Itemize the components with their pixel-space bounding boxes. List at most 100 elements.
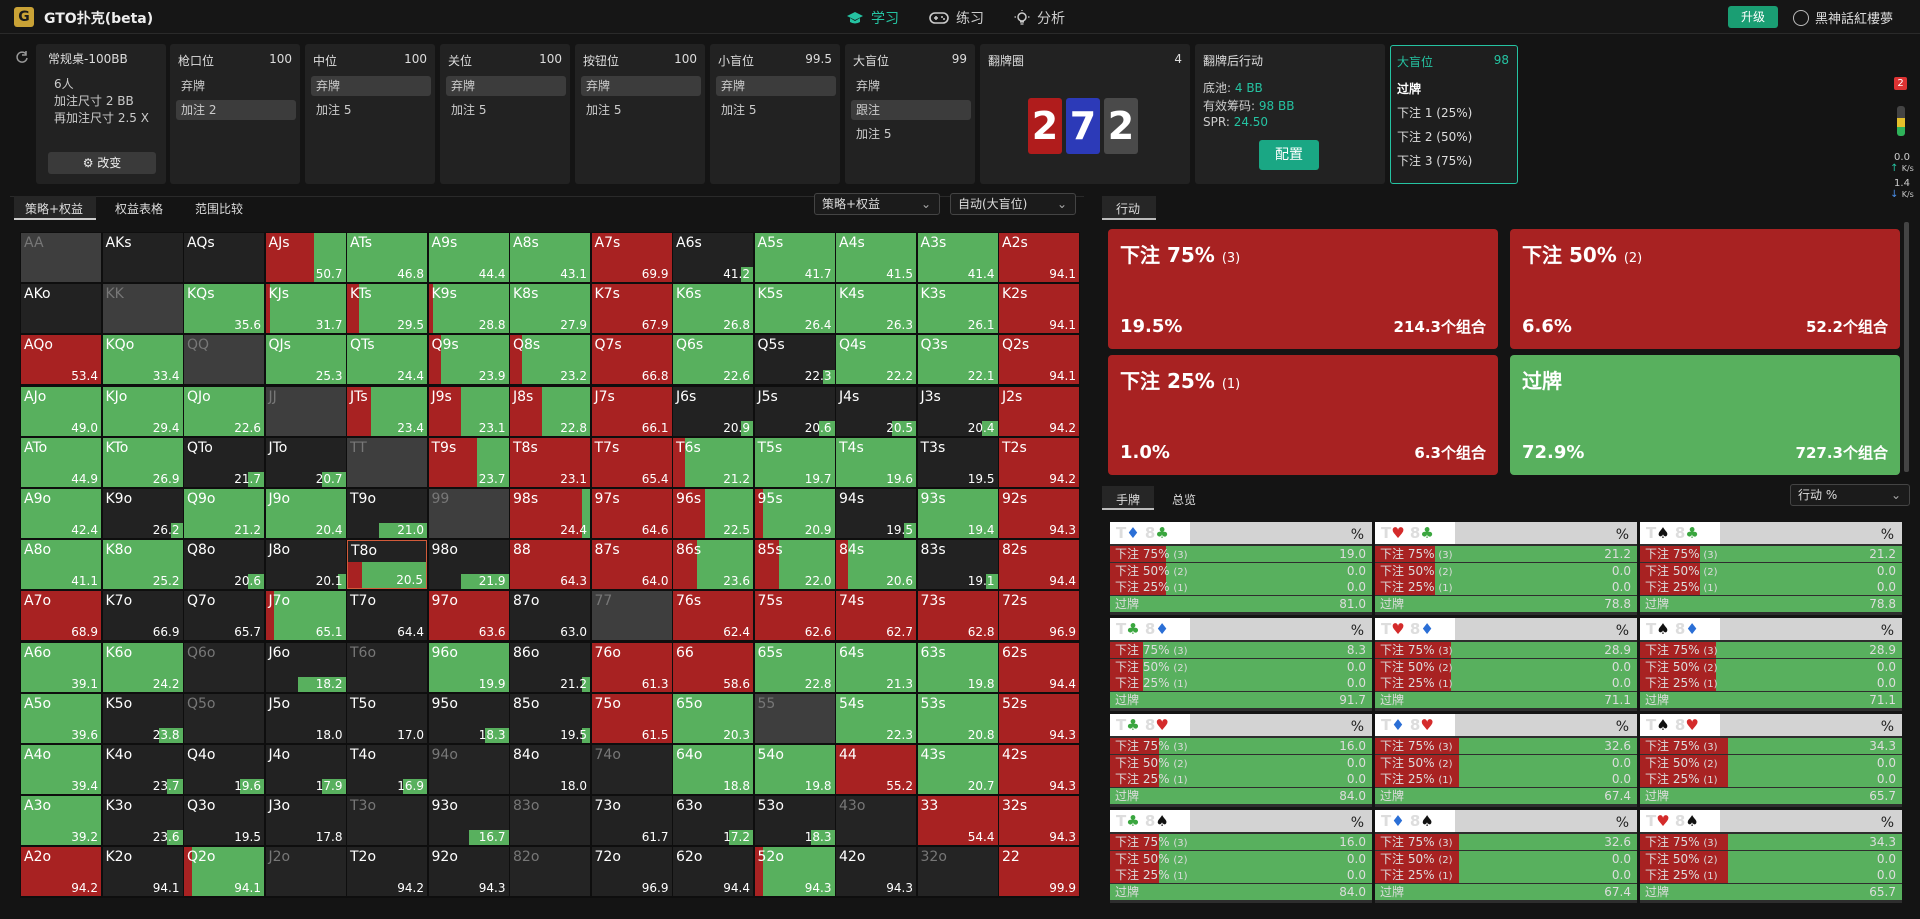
range-cell[interactable]: J5s 20.6 <box>754 386 835 436</box>
range-cell[interactable]: 64s 21.3 <box>836 642 916 692</box>
tab-range-compare[interactable]: 范围比较 <box>195 202 244 216</box>
range-cell[interactable]: AA <box>21 233 101 282</box>
range-cell[interactable]: K9o 26.2 <box>102 489 183 538</box>
range-cell[interactable]: AJs 50.7 <box>265 233 346 282</box>
range-cell[interactable]: Q5o <box>184 693 264 743</box>
range-cell[interactable]: 43o <box>836 796 916 846</box>
range-cell[interactable]: A9o 42.4 <box>21 489 101 538</box>
range-cell[interactable]: Q6o <box>184 642 264 692</box>
position-option[interactable]: 加注 2 <box>176 100 296 120</box>
range-cell[interactable]: A4o 39.4 <box>21 745 101 794</box>
range-cell[interactable]: 42o 94.3 <box>836 847 916 897</box>
range-cell[interactable]: JTo 20.7 <box>265 437 346 487</box>
position-option[interactable]: 跟注 <box>851 100 971 120</box>
hand-combo-card[interactable]: T♣ 8♦% 下注 75% (3) 8.3 下注 50% (2) 0.0 下注 25% (… <box>1110 618 1372 711</box>
range-cell[interactable]: T4o 16.9 <box>347 745 427 794</box>
tab-strategy-equity[interactable] <box>14 196 96 220</box>
range-cell[interactable]: 96s 22.5 <box>673 489 753 538</box>
position-option[interactable]: 加注 5 <box>721 103 757 117</box>
range-cell[interactable]: 62s 94.4 <box>999 642 1079 692</box>
range-cell[interactable]: K2o 94.1 <box>102 847 183 897</box>
range-cell[interactable]: 86o 21.2 <box>510 642 590 692</box>
range-cell[interactable]: KTs 29.5 <box>347 284 427 334</box>
range-cell[interactable]: 92s 94.3 <box>999 489 1079 538</box>
range-cell[interactable]: K2s 94.1 <box>999 284 1079 334</box>
range-cell[interactable]: K4s 26.3 <box>836 284 916 334</box>
range-cell[interactable]: K4o 23.7 <box>102 745 183 794</box>
refresh-icon[interactable] <box>15 50 29 64</box>
hands-tab[interactable] <box>1102 486 1154 510</box>
range-cell[interactable]: Q3o 19.5 <box>184 796 264 846</box>
range-cell[interactable]: A7o 68.9 <box>21 591 101 641</box>
range-cell[interactable]: K8o 25.2 <box>102 540 183 590</box>
range-cell[interactable]: K5o 23.8 <box>102 693 183 743</box>
bb-action-bet-25[interactable]: 下注 1 (25%) <box>1397 106 1473 120</box>
position-select[interactable]: 自动(大盲位) ⌄ <box>950 193 1076 215</box>
range-cell[interactable]: T3o <box>347 796 427 846</box>
position-option[interactable]: 加注 5 <box>316 103 352 117</box>
range-cell[interactable]: A5o 39.6 <box>21 693 101 743</box>
upgrade-button[interactable]: 升级 <box>1728 6 1778 28</box>
range-cell[interactable]: A3o 39.2 <box>21 796 101 846</box>
range-cell[interactable]: A3s 41.4 <box>917 233 998 282</box>
range-cell[interactable]: 22 99.9 <box>999 847 1079 897</box>
range-cell[interactable]: Q9o 21.2 <box>184 489 264 538</box>
hand-combo-card[interactable]: T♠ 8♥% 下注 75% (3) 34.3 下注 50% (2) 0.0 下注 25% … <box>1640 714 1902 807</box>
range-cell[interactable]: 43s 20.7 <box>917 745 998 794</box>
overview-tab[interactable]: 总览 <box>1172 493 1197 507</box>
hand-combo-card[interactable]: T♦ 8♣% 下注 75% (3) 19.0 下注 50% (2) 0.0 下注 25% … <box>1110 522 1372 615</box>
range-cell[interactable]: KK <box>102 284 183 334</box>
hand-combo-card[interactable]: T♦ 8♠% 下注 75% (3) 32.6 下注 50% (2) 0.0 下注 25% … <box>1375 810 1637 903</box>
range-cell[interactable]: ATs 46.8 <box>347 233 427 282</box>
edit-table-button[interactable]: ⚙ 改变 <box>48 152 156 174</box>
action-scrollbar[interactable] <box>1904 222 1909 472</box>
range-cell[interactable]: J3o 17.8 <box>265 796 346 846</box>
range-cell[interactable]: K5s 26.4 <box>754 284 835 334</box>
range-cell[interactable]: J6s 20.9 <box>673 386 753 436</box>
hand-combo-card[interactable]: T♥ 8♠% 下注 75% (3) 34.3 下注 50% (2) 0.0 下注 25% … <box>1640 810 1902 903</box>
range-cell[interactable]: KQs 35.6 <box>184 284 264 334</box>
action-card[interactable]: 下注 25% (1) 1.0% 6.3个组合 <box>1108 355 1498 475</box>
range-cell[interactable]: Q8s 23.2 <box>510 335 590 385</box>
range-cell[interactable]: 65o 20.3 <box>673 693 753 743</box>
range-cell[interactable]: KJs 31.7 <box>265 284 346 334</box>
range-cell[interactable]: 44 55.2 <box>836 745 916 794</box>
range-cell[interactable]: J7o 65.1 <box>265 591 346 641</box>
user-menu[interactable]: 黑神話紅樓夢 <box>1793 8 1893 27</box>
range-cell[interactable]: 64o 18.8 <box>673 745 753 794</box>
range-cell[interactable]: T7s 65.4 <box>591 437 672 487</box>
range-cell[interactable]: Q9s 23.9 <box>428 335 509 385</box>
range-cell[interactable]: T4s 19.6 <box>836 437 916 487</box>
range-cell[interactable]: A2s 94.1 <box>999 233 1079 282</box>
range-cell[interactable]: Q4s 22.2 <box>836 335 916 385</box>
range-cell[interactable]: 84o 18.0 <box>510 745 590 794</box>
range-cell[interactable]: A6s 41.2 <box>673 233 753 282</box>
range-cell[interactable]: AQs <box>184 233 264 282</box>
range-cell[interactable]: J3s 20.4 <box>917 386 998 436</box>
range-cell[interactable]: 87o 63.0 <box>510 591 590 641</box>
range-cell[interactable]: 72o 96.9 <box>591 847 672 897</box>
range-cell[interactable]: A4s 41.5 <box>836 233 916 282</box>
range-cell[interactable]: Q7s 66.8 <box>591 335 672 385</box>
range-cell[interactable]: KTo 26.9 <box>102 437 183 487</box>
range-cell[interactable]: A5s 41.7 <box>754 233 835 282</box>
position-option[interactable]: 弃牌 <box>581 76 701 96</box>
hands-tab-label[interactable]: 手牌 <box>1116 493 1141 507</box>
range-cell[interactable]: J6o 18.2 <box>265 642 346 692</box>
actions-tab[interactable] <box>1102 196 1156 220</box>
range-cell[interactable]: T5o 17.0 <box>347 693 427 743</box>
range-cell[interactable]: T6s 21.2 <box>673 437 753 487</box>
nav-practice[interactable]: 练习 <box>929 8 984 28</box>
range-cell[interactable]: K6o 24.2 <box>102 642 183 692</box>
range-cell[interactable]: 54o 19.8 <box>754 745 835 794</box>
range-cell[interactable]: K3o 23.6 <box>102 796 183 846</box>
hand-combo-card[interactable]: T♠ 8♦% 下注 75% (3) 28.9 下注 50% (2) 0.0 下注 25% … <box>1640 618 1902 711</box>
range-cell[interactable]: 99 <box>428 489 509 538</box>
range-cell[interactable]: 52s 94.3 <box>999 693 1079 743</box>
range-cell[interactable]: Q8o 20.6 <box>184 540 264 590</box>
range-cell[interactable]: K6s 26.8 <box>673 284 753 334</box>
hand-combo-card[interactable]: T♠ 8♣% 下注 75% (3) 21.2 下注 50% (2) 0.0 下注 25% … <box>1640 522 1902 615</box>
tab-strategy-equity-label[interactable]: 策略+权益 <box>25 202 84 216</box>
position-option[interactable]: 弃牌 <box>181 79 206 93</box>
range-cell[interactable]: J2s 94.2 <box>999 386 1079 436</box>
